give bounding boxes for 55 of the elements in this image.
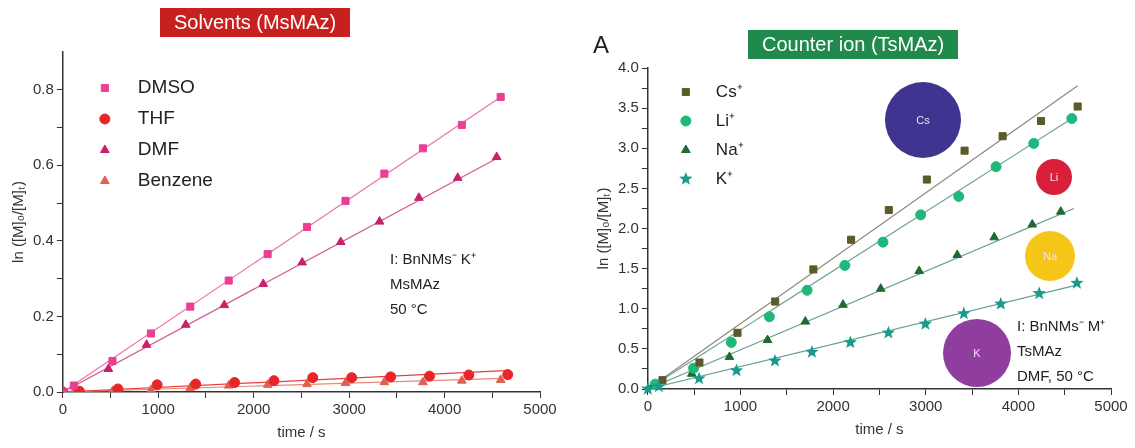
annotation: MsMAz [390,275,440,293]
y-tick-label: 4.0 [617,58,639,76]
text: A [593,30,610,58]
legend-label: Li⁺ [715,110,736,130]
y-tick-label: 0.8 [32,79,54,97]
y-tick-label: 0.2 [32,306,54,324]
x-tick-label: 1000 [723,397,758,415]
y-tick-label: 2.0 [617,218,639,236]
y-tick-label: 3.0 [617,138,639,156]
annotation: I: BnNMs⁻ K⁺ [390,250,476,268]
x-tick-label: 3000 [332,400,366,418]
legend-label: DMSO [137,76,195,98]
x-axis-title: time / s [277,423,326,441]
x-tick-label: 2000 [816,397,850,415]
x-tick-label: 0 [58,400,68,418]
annotation: I: BnNMs⁻ M⁺ [1017,317,1106,335]
x-tick-label: 3000 [909,397,943,415]
circle-icon: K [943,319,1011,387]
circle-icon: Na [1025,231,1075,281]
x-tick-label: 1000 [141,400,175,418]
chart-title: Solvents (MsMAz) [160,8,351,37]
y-tick-label: 2.5 [617,178,639,196]
legend-label: Benzene [137,169,213,191]
annotation: Cs [916,114,930,126]
x-tick-label: 0 [643,397,653,415]
legend-label: THF [137,107,175,129]
y-tick-label: 3.5 [617,98,639,116]
chart-title: Counter ion (TsMAz) [748,30,959,59]
x-tick-label: 4000 [1001,397,1036,415]
y-tick-label: 0.5 [617,339,639,357]
x-tick-label: 5000 [523,400,557,418]
x-axis-title: time / s [855,420,904,438]
y-axis-title: ln ([M]₀/[M]ₜ) [594,187,612,270]
circle-icon: Li [1036,159,1072,195]
legend-label: Cs⁺ [715,81,743,101]
annotation: TsMAz [1017,342,1062,360]
legend-label: DMF [137,138,180,160]
annotation: Na [1042,250,1058,262]
y-tick-label: 0.0 [617,379,639,397]
y-tick-label: 1.0 [617,298,639,316]
circle-icon: Cs [885,82,961,158]
y-axis-title: ln ([M]₀/[M]ₜ) [9,181,27,263]
y-tick-label: 1.5 [617,258,639,276]
y-tick-label: 0.0 [32,382,54,400]
x-tick-label: 5000 [1094,397,1128,415]
x-tick-label: 4000 [427,400,462,418]
annotation: Li [1049,171,1059,183]
annotation: DMF, 50 °C [1017,367,1095,385]
annotation: 50 °C [390,300,428,318]
x-tick-label: 2000 [237,400,271,418]
annotation: K [973,347,981,359]
y-tick-label: 0.4 [32,231,54,249]
legend-label: Na⁺ [715,139,744,159]
y-tick-label: 0.6 [32,155,54,173]
legend-label: K⁺ [715,168,734,188]
